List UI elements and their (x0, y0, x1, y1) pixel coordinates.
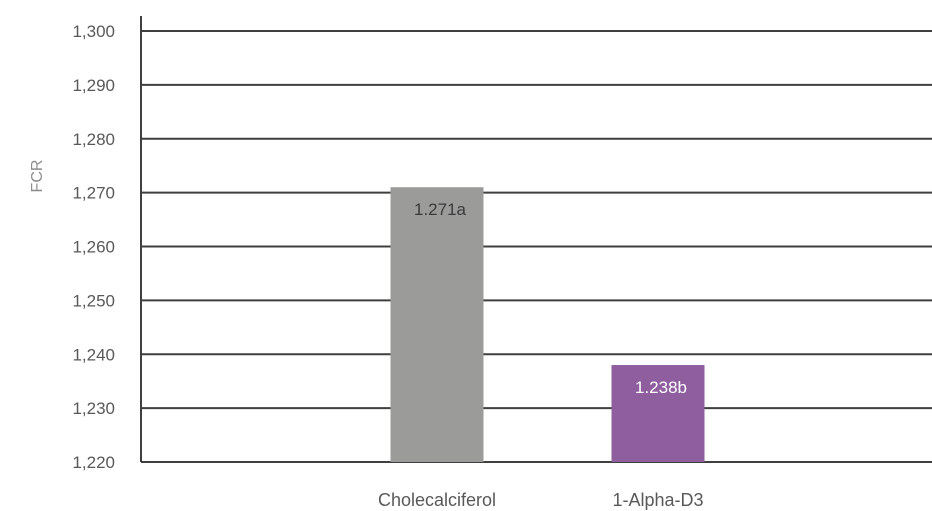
bar-1-alpha-d3 (611, 365, 705, 462)
bar-data-label: 1.271a (414, 200, 467, 219)
y-tick-label: 1,230 (72, 399, 115, 418)
x-category-label: Cholecalciferol (378, 490, 496, 510)
y-tick-label: 1,260 (72, 238, 115, 257)
y-tick-label: 1,270 (72, 184, 115, 203)
x-category-label: 1-Alpha-D3 (612, 490, 703, 510)
y-tick-label: 1,240 (72, 345, 115, 364)
data-labels: 1.271a 1.238b (414, 200, 687, 397)
bar-cholecalciferol (390, 187, 484, 463)
x-axis-categories: Cholecalciferol 1-Alpha-D3 (378, 490, 704, 510)
y-axis-ticks: 1,220 1,230 1,240 1,250 1,260 1,270 1,280 1,290… (72, 22, 115, 472)
y-tick-label: 1,300 (72, 22, 115, 41)
bar-data-label: 1.238b (635, 378, 687, 397)
y-tick-label: 1,290 (72, 76, 115, 95)
y-tick-label: 1,220 (72, 453, 115, 472)
y-axis-title: FCR (29, 160, 46, 193)
bars (390, 187, 705, 463)
y-tick-label: 1,280 (72, 130, 115, 149)
gridlines (141, 30, 932, 463)
y-tick-label: 1,250 (72, 291, 115, 310)
